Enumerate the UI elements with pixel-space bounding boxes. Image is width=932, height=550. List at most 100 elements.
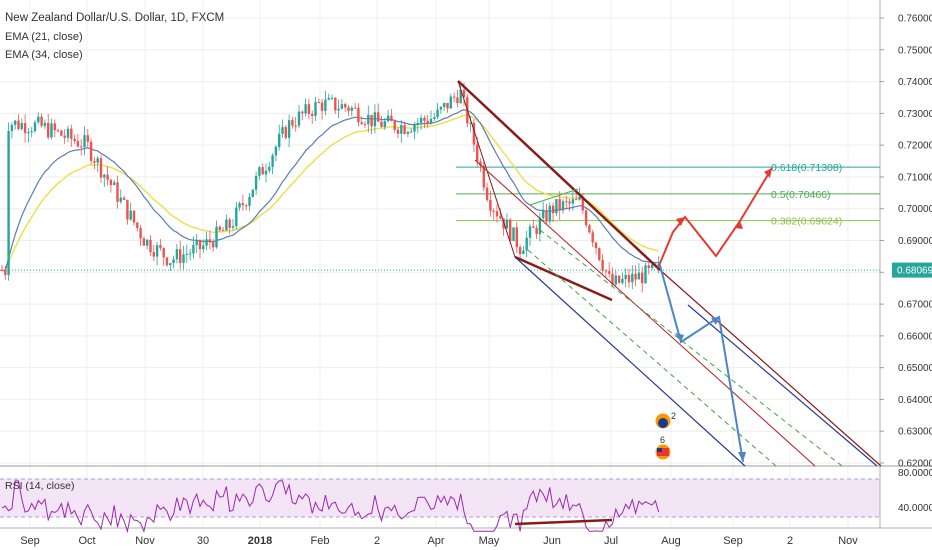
- channel-top-line[interactable]: [457, 80, 661, 271]
- candle-body: [472, 122, 476, 145]
- time-tick-label: 2: [787, 535, 793, 547]
- candle-body: [182, 254, 185, 263]
- candle-body: [598, 248, 601, 260]
- candle-body: [83, 135, 86, 148]
- candle-body: [66, 128, 70, 138]
- fibonacci-levels[interactable]: 0.618(0.71308) 0.5(0.70466) 0.382(0.69624): [456, 162, 880, 228]
- channel-top-extension[interactable]: [659, 269, 882, 467]
- channel-inner-lower-dashed[interactable]: [527, 249, 777, 467]
- candle-body: [502, 218, 505, 229]
- price-tick-label: 0.66000: [898, 331, 932, 342]
- ema-34-legend: EMA (34, close): [5, 49, 83, 61]
- price-tick-label: 0.75000: [898, 45, 932, 56]
- candle-body: [515, 227, 518, 248]
- candle-body: [202, 245, 205, 250]
- candle-body: [132, 210, 136, 223]
- ema-34-line: [1, 114, 659, 272]
- flag-canton: [657, 448, 662, 452]
- candle-body: [17, 120, 20, 129]
- candle-body: [393, 121, 396, 130]
- candle-body: [20, 123, 23, 129]
- candle-body: [495, 211, 499, 217]
- rsi-divergence-line[interactable]: [514, 518, 613, 526]
- candle-body: [122, 197, 126, 200]
- candle-body: [512, 227, 515, 241]
- candle-body: [522, 250, 525, 255]
- candle-body: [56, 130, 60, 132]
- candle-body: [641, 272, 644, 284]
- candle-body: [109, 179, 113, 186]
- candle-body: [149, 239, 152, 253]
- candle-body: [327, 97, 330, 100]
- candle-body: [297, 111, 301, 126]
- candle-body: [175, 249, 179, 260]
- candle-body: [449, 96, 452, 109]
- candle-body: [271, 155, 274, 167]
- time-tick-label: Sep: [723, 535, 743, 547]
- candle-body: [165, 257, 169, 266]
- candle-body: [604, 270, 608, 272]
- candle-body: [23, 123, 27, 134]
- candle-body: [624, 275, 627, 279]
- candle-body: [261, 167, 264, 175]
- price-tick-label: 0.67000: [898, 300, 932, 311]
- time-tick-label: Jun: [543, 535, 561, 547]
- candle-body: [251, 189, 254, 197]
- candle-body: [617, 275, 621, 283]
- candle-body: [538, 218, 542, 235]
- candle-body: [439, 106, 443, 110]
- candle-body: [608, 271, 611, 274]
- bearish-projection[interactable]: [658, 261, 744, 463]
- channel-bottom-line[interactable]: [514, 256, 746, 467]
- candle-body: [10, 124, 14, 131]
- candle-body: [172, 259, 175, 264]
- candle-body: [476, 144, 479, 162]
- candle-body: [241, 203, 245, 206]
- candle-body: [614, 275, 617, 285]
- candle-body: [80, 146, 83, 148]
- candle-body: [106, 174, 109, 180]
- candle-body: [492, 210, 495, 212]
- price-tick-label: 0.73000: [898, 109, 932, 120]
- candle-body: [403, 125, 406, 134]
- candle-body: [205, 239, 208, 246]
- time-axis[interactable]: Sep Oct Nov 30 2018 Feb 2 Apr May Jun Jul Aug Sep 2 No…: [20, 535, 858, 547]
- candle-body: [443, 102, 446, 107]
- candle-body: [63, 135, 66, 138]
- bullish-projection[interactable]: [657, 167, 773, 269]
- candle-body: [30, 131, 33, 133]
- candle-body: [390, 115, 393, 122]
- candle-body: [423, 117, 426, 121]
- price-tick-label: 0.63000: [898, 427, 932, 438]
- candle-body: [565, 201, 568, 203]
- price-tick-label: 0.76000: [898, 14, 932, 25]
- candle-body: [482, 165, 485, 188]
- candle-body: [264, 170, 268, 175]
- candle-body: [436, 109, 439, 118]
- candle-body: [334, 97, 337, 111]
- candle-body: [307, 104, 311, 115]
- candle-body: [637, 272, 641, 280]
- channel-outer-line[interactable]: [687, 304, 878, 467]
- candle-body: [535, 227, 538, 235]
- channel-inner-upper-dashed[interactable]: [539, 229, 843, 467]
- price-projections[interactable]: [657, 167, 773, 463]
- candle-body: [284, 127, 287, 138]
- channel-anchor-line[interactable]: [457, 80, 516, 258]
- candle-body: [383, 121, 386, 128]
- candle-body: [212, 242, 215, 248]
- trend-channel[interactable]: [457, 80, 882, 467]
- candle-body: [228, 219, 231, 228]
- rsi-tick-40: 40.0000: [898, 503, 932, 514]
- candle-body: [525, 237, 528, 251]
- event-marker-us[interactable]: 6: [654, 435, 672, 461]
- event-marker-nz[interactable]: 2: [654, 411, 676, 430]
- candle-body: [0, 270, 4, 272]
- channel-median-line[interactable]: [474, 159, 816, 467]
- candle-body: [86, 135, 89, 142]
- candle-body: [558, 199, 561, 211]
- swing-line: [529, 188, 579, 206]
- channel-low-line[interactable]: [514, 255, 613, 302]
- ema-34-path: [1, 114, 659, 272]
